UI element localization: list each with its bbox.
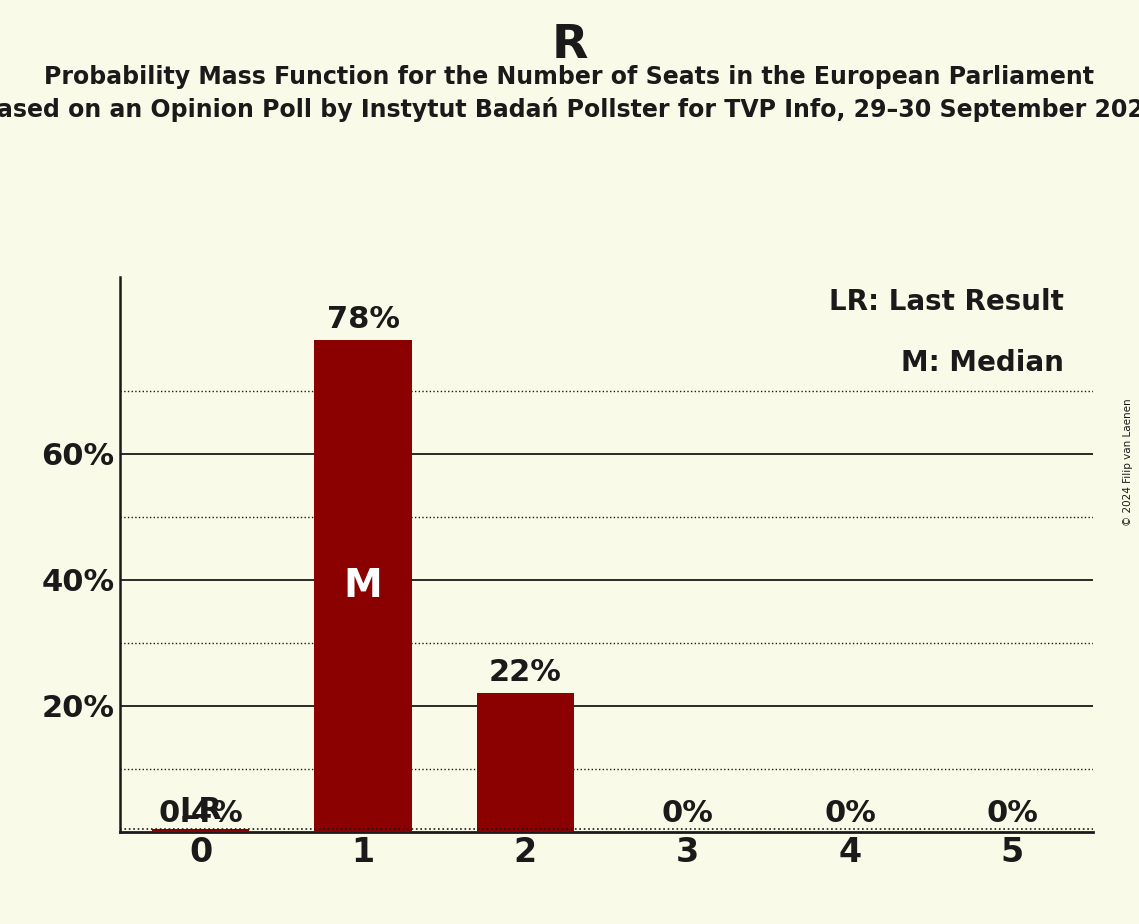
Text: Based on an Opinion Poll by Instytut Badań Pollster for TVP Info, 29–30 Septembe: Based on an Opinion Poll by Instytut Bad… [0,97,1139,122]
Text: 0%: 0% [986,799,1039,828]
Bar [314,340,411,832]
Bar [477,693,574,832]
Text: M: M [344,567,383,605]
Text: Probability Mass Function for the Number of Seats in the European Parliament: Probability Mass Function for the Number… [44,65,1095,89]
Text: 22%: 22% [489,658,562,687]
Text: © 2024 Filip van Laenen: © 2024 Filip van Laenen [1123,398,1133,526]
Text: 0%: 0% [823,799,876,828]
Bar [153,829,249,832]
Text: 0.4%: 0.4% [158,799,243,828]
Text: R: R [551,23,588,68]
Text: 0%: 0% [662,799,714,828]
Text: M: Median: M: Median [901,349,1064,377]
Text: LR: Last Result: LR: Last Result [829,288,1064,316]
Text: 78%: 78% [327,305,400,334]
Text: LR: LR [179,796,222,825]
